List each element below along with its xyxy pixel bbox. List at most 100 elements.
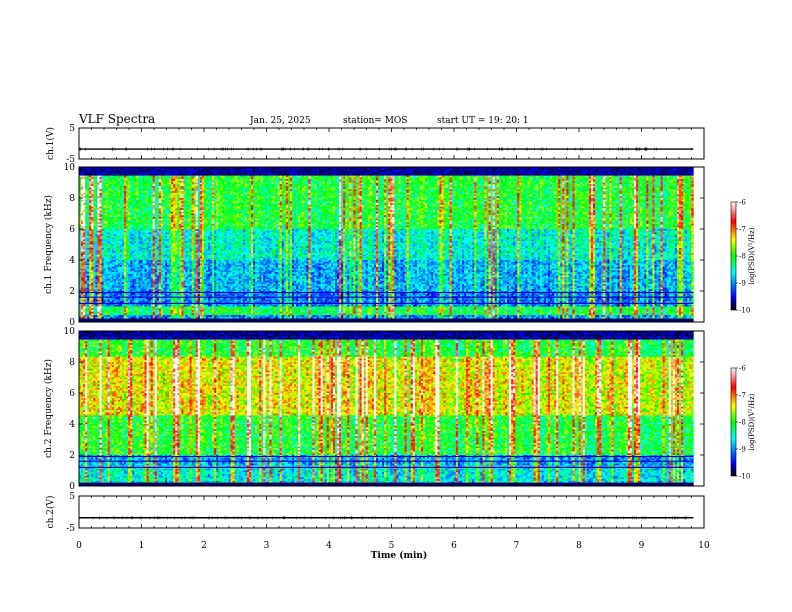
spectrogram-cell	[687, 173, 690, 176]
spectrogram-cell	[593, 191, 596, 194]
spectrogram-cell	[81, 192, 84, 195]
spectrogram-cell	[586, 180, 590, 183]
spectrogram-cell	[537, 180, 541, 183]
spectrogram-cell	[208, 172, 211, 175]
spectrogram-cell	[580, 175, 584, 178]
spectrogram-cell	[369, 191, 373, 194]
spectrogram-cell	[154, 173, 158, 176]
spectrogram-cell	[212, 185, 215, 188]
spectrogram-cell	[609, 182, 612, 185]
spectrogram-cell	[242, 187, 246, 190]
spectrogram-cell	[375, 179, 379, 182]
spectrogram-cell	[502, 170, 506, 173]
spectrogram-cell	[441, 182, 444, 185]
spectrogram-cell	[378, 168, 381, 171]
spectrogram-cell	[218, 191, 221, 194]
spectrogram-cell	[392, 175, 395, 178]
spectrogram-cell	[380, 192, 383, 195]
spectrogram-cell	[224, 180, 227, 183]
spectrogram-cell	[236, 187, 240, 190]
spectrogram-cell	[279, 168, 283, 171]
spectrogram-cell	[152, 168, 156, 171]
spectrogram-cell	[513, 172, 516, 175]
spectrogram-cell	[545, 177, 549, 180]
spectrogram-cell	[484, 175, 487, 178]
spectrogram-cell	[367, 168, 371, 171]
spectrogram-cell	[603, 187, 606, 190]
spectrogram-cell	[478, 170, 481, 173]
spectrogram-cell	[558, 184, 561, 187]
spectrogram-cell	[300, 168, 303, 171]
spectrogram-cell	[183, 184, 186, 187]
spectrogram-cell	[578, 177, 582, 180]
spectrogram-cell	[308, 182, 311, 185]
spectrogram-cell	[464, 179, 467, 182]
spectrogram-cell	[248, 185, 252, 188]
spectrogram-cell	[593, 173, 596, 176]
spectrogram-cell	[384, 170, 387, 173]
spectrogram-cell	[388, 187, 391, 190]
spectrogram-cell	[597, 179, 600, 182]
spectrogram-cell	[222, 187, 225, 190]
spectrogram-cell	[601, 177, 604, 180]
spectrogram-cell	[205, 187, 209, 190]
spectrogram-cell	[87, 168, 90, 171]
spectrogram-cell	[396, 180, 399, 183]
spectrogram-cell	[357, 187, 360, 190]
spectrogram-cell	[627, 187, 631, 190]
spectrogram-cell	[545, 180, 549, 183]
spectrogram-cell	[167, 173, 170, 176]
ch1-voltage-panel: 5-5ch.1(V)	[45, 124, 705, 165]
spectrogram-cell	[380, 173, 383, 176]
spectrogram-cell	[494, 182, 498, 185]
spectrogram-cell	[240, 185, 244, 188]
spectrogram-cell	[375, 175, 379, 178]
spectrogram-cell	[359, 179, 362, 182]
spectrogram-cell	[273, 177, 276, 180]
spectrogram-cell	[683, 172, 686, 175]
spectrogram-cell	[619, 184, 622, 187]
spectrogram-cell	[466, 177, 469, 180]
spectrogram-cell	[441, 185, 444, 188]
spectrogram-cell	[537, 182, 541, 185]
spectrogram-cell	[220, 185, 223, 188]
spectrogram-cell	[513, 179, 516, 182]
spectrogram-cell	[416, 184, 420, 187]
spectrogram-cell	[421, 170, 424, 173]
spectrogram-cell	[261, 172, 264, 175]
spectrogram-cell	[609, 179, 612, 182]
spectrogram-cell	[380, 172, 383, 175]
spectrogram-cell	[570, 185, 573, 188]
spectrogram-cell	[502, 189, 506, 192]
spectrogram-cell	[582, 175, 586, 178]
spectrogram-cell	[476, 172, 479, 175]
spectrogram-cell	[316, 175, 319, 178]
spectrogram-cell	[629, 182, 633, 185]
spectrogram-cell	[408, 191, 412, 194]
spectrogram-cell	[117, 177, 121, 180]
spectrogram-cell	[87, 187, 90, 190]
spectrogram-cell	[169, 187, 172, 190]
spectrogram-cell	[281, 189, 285, 192]
spectrogram-cell	[400, 184, 403, 187]
spectrogram-cell	[136, 184, 139, 187]
spectrogram-cell	[318, 187, 321, 190]
spectrogram-cell	[122, 168, 125, 171]
spectrogram-cell	[613, 177, 616, 180]
spectrogram-cell	[248, 187, 252, 190]
spectrogram-cell	[439, 170, 442, 173]
spectrogram-cell	[486, 184, 489, 187]
spectrogram-cell	[183, 185, 186, 188]
spectrogram-cell	[550, 172, 553, 175]
spectrogram-cell	[144, 185, 147, 188]
spectrogram-cell	[482, 185, 485, 188]
spectrogram-cell	[681, 185, 684, 188]
spectrogram-cell	[404, 182, 407, 185]
spectrogram-cell	[257, 175, 260, 178]
spectrogram-cell	[414, 187, 418, 190]
spectrogram-cell	[242, 172, 246, 175]
spectrogram-cell	[644, 187, 647, 190]
spectrogram-cell	[238, 191, 242, 194]
spectrogram-cell	[101, 182, 104, 185]
spectrogram-cell	[334, 180, 338, 183]
